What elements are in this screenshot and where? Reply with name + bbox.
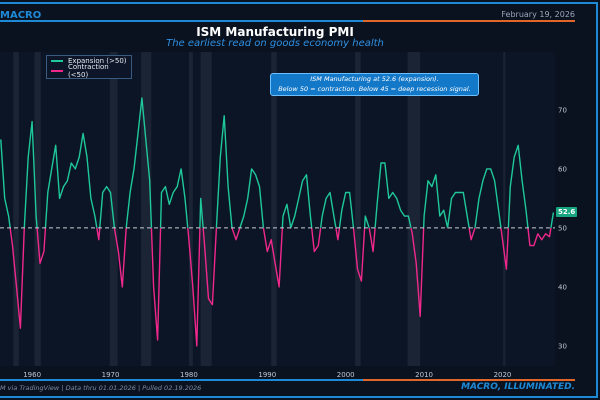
contraction-swatch: [51, 70, 63, 72]
footer-rule-blue: [0, 379, 363, 381]
recession-band: [407, 52, 421, 366]
recession-band: [34, 52, 41, 366]
expansion-line: [0, 97, 555, 228]
x-tick-label: 1990: [258, 371, 276, 379]
report-date: February 19, 2026: [501, 10, 575, 19]
y-tick-label: 60: [558, 165, 567, 173]
header-rule-orange: [363, 20, 575, 22]
annotation-line: Below 50 = contraction. Below 45 = deep …: [278, 85, 471, 93]
footer-rule-orange: [363, 379, 575, 381]
x-tick-label: 1970: [102, 371, 120, 379]
brand-logo: MACRO: [0, 10, 42, 21]
legend: Expansion (>50) Contraction (<50): [46, 55, 132, 79]
x-tick-label: 2000: [337, 371, 355, 379]
recession-band: [200, 52, 212, 366]
expansion-swatch: [51, 60, 63, 62]
recession-band: [271, 52, 277, 366]
legend-label: Expansion (>50): [68, 57, 127, 65]
y-tick-label: 50: [558, 224, 567, 232]
x-tick-label: 1980: [180, 371, 198, 379]
chart-subtitle: The earliest read on goods economy healt…: [166, 38, 384, 49]
contraction-line: [9, 227, 552, 347]
y-tick-label: 40: [558, 283, 567, 291]
plot-area: [0, 52, 555, 366]
chart-title: ISM Manufacturing PMI: [196, 25, 354, 39]
recession-band: [503, 52, 506, 366]
recession-band: [188, 52, 193, 366]
legend-expansion: Expansion (>50): [47, 56, 131, 66]
recession-band: [13, 52, 19, 366]
recession-band: [141, 52, 152, 366]
tagline: MACRO, ILLUMINATED.: [461, 382, 575, 392]
legend-contraction: Contraction (<50): [47, 63, 131, 79]
x-tick-label: 1960: [23, 371, 41, 379]
recession-band: [109, 52, 118, 366]
annotation-line: ISM Manufacturing at 52.6 (expansion).: [310, 75, 439, 83]
annotation-box: ISM Manufacturing at 52.6 (expansion). B…: [270, 73, 479, 96]
header-rule-blue: [0, 20, 363, 22]
x-tick-label: 2020: [494, 371, 512, 379]
last-value-badge: 52.6: [556, 207, 578, 217]
legend-label: Contraction (<50): [67, 63, 109, 79]
x-tick-label: 2010: [415, 371, 433, 379]
source-note: M via TradingView | Data thru 01.01.2026…: [0, 384, 202, 392]
recession-band: [355, 52, 361, 366]
y-tick-label: 30: [558, 342, 567, 350]
y-tick-label: 70: [558, 106, 567, 114]
